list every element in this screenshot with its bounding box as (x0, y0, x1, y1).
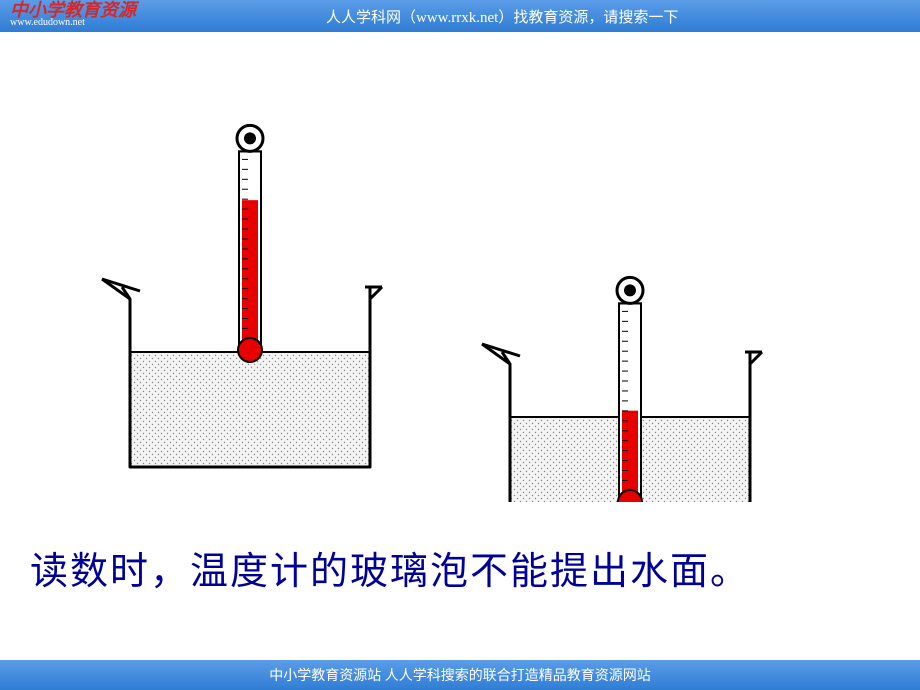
header-bar: 中小学教育资源 www.edudown.net 人人学科网（www.rrxk.n… (0, 0, 920, 32)
footer-bar: 中小学教育资源站 人人学科搜索的联合打造精品教育资源网站 (0, 660, 920, 690)
instruction-text: 读数时，温度计的玻璃泡不能提出水面。 (30, 540, 750, 595)
diagram-area (0, 32, 920, 502)
footer-text: 中小学教育资源站 人人学科搜索的联合打造精品教育资源网站 (269, 665, 651, 685)
logo-url: www.edudown.net (10, 18, 136, 28)
logo-text: 中小学教育资源 (10, 2, 136, 18)
header-text: 人人学科网（www.rrxk.net）找教育资源，请搜索一下 (326, 6, 678, 27)
site-logo: 中小学教育资源 www.edudown.net (10, 2, 136, 30)
diagram-svg (0, 32, 920, 502)
